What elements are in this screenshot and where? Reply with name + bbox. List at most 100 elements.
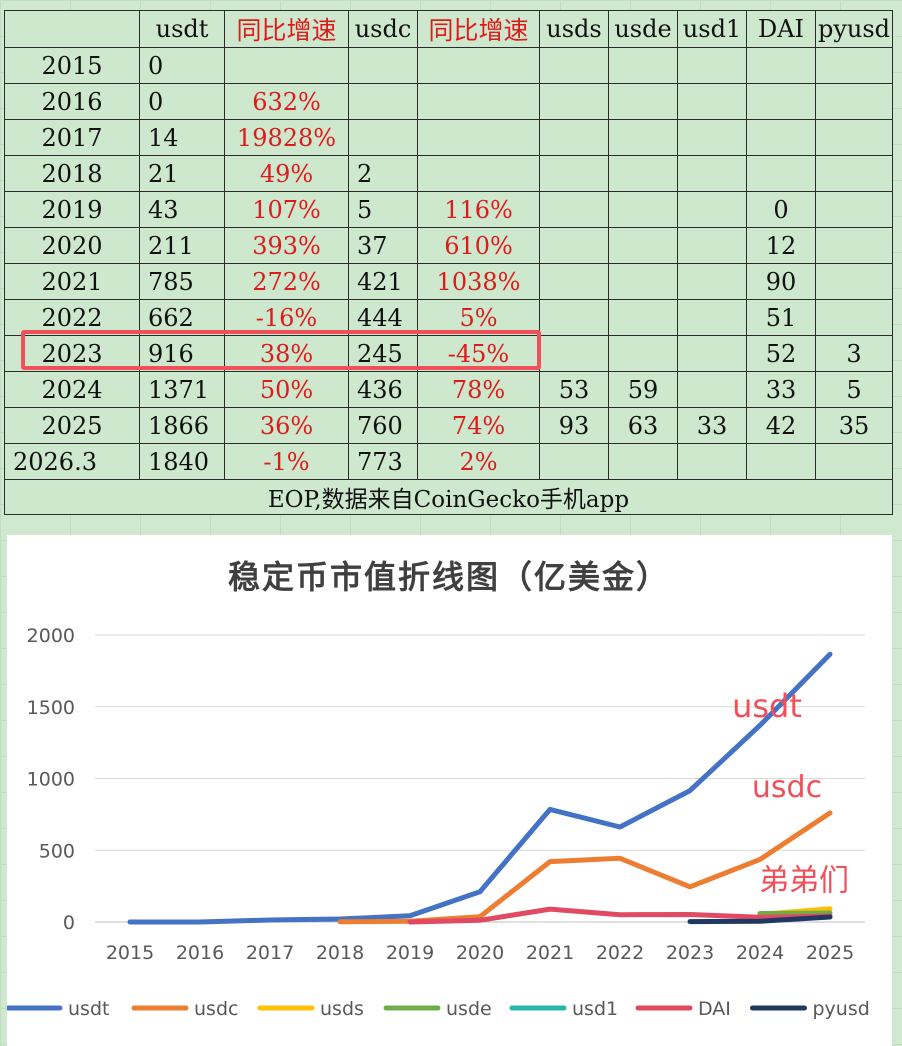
x-tick-label: 2022 [596,942,644,964]
year-cell: 2018 [4,155,140,192]
value-cell: 59 [608,371,678,408]
value-cell [539,335,609,372]
x-tick-label: 2023 [666,942,714,964]
y-tick-label: 1500 [27,697,75,719]
x-tick-label: 2016 [176,942,224,964]
value-cell [815,227,893,264]
value-cell [348,47,418,84]
value-cell [539,443,609,480]
x-tick-label: 2018 [316,942,364,964]
value-cell: 245 [348,335,418,372]
chart-panel: 稳定币市值折线图（亿美金） 0 500 1000 1500 2000 2015 2016 201… [7,535,892,1046]
x-tick-label: 2015 [106,942,154,964]
x-tick-label: 2019 [386,942,434,964]
value-cell: 50% [224,371,349,408]
header-cell: usd1 [677,10,747,48]
stablecoin-line-chart: 稳定币市值折线图（亿美金） 0 500 1000 1500 2000 2015 2016 201… [7,558,870,1020]
legend-label: pyusd [813,998,870,1020]
x-tick-label: 2025 [806,942,854,964]
value-cell [677,299,747,336]
value-cell: 610% [417,227,540,264]
value-cell: 1371 [139,371,225,408]
value-cell: 90 [746,263,816,300]
year-cell: 2019 [4,191,140,228]
value-cell [608,191,678,228]
value-cell [608,227,678,264]
value-cell [677,335,747,372]
value-cell: 272% [224,263,349,300]
value-cell: 33 [677,407,747,444]
value-cell [815,119,893,156]
value-cell [677,263,747,300]
table-row: 2017 14 19828% [4,119,893,156]
stablecoin-data-table: usdt 同比增速 usdc 同比增速 usds usde usd1 DAI pyusd 2015… [4,10,893,515]
annotation-label: 弟弟们 [759,863,849,898]
value-cell: 78% [417,371,540,408]
value-cell: 421 [348,263,418,300]
value-cell: 444 [348,299,418,336]
value-cell [746,47,816,84]
value-cell: 2 [348,155,418,192]
header-cell: pyusd [815,10,893,48]
value-cell [348,83,418,120]
value-cell [815,83,893,120]
header-cell: 同比增速 [417,10,540,48]
value-cell: 35 [815,407,893,444]
table-row: 2016 0 632% [4,83,893,120]
value-cell: 19828% [224,119,349,156]
table-row: 2021 785 272% 421 1038% 90 [4,263,893,300]
value-cell [417,155,540,192]
value-cell: 14 [139,119,225,156]
value-cell: 3 [815,335,893,372]
value-cell [746,443,816,480]
value-cell: 760 [348,407,418,444]
table-row: 2024 1371 50% 436 78% 53 59 33 5 [4,371,893,408]
annotation-label: usdt [732,687,802,725]
legend-label: DAI [698,998,731,1020]
year-cell: 2017 [4,119,140,156]
value-cell: -1% [224,443,349,480]
year-cell: 2024 [4,371,140,408]
value-cell: 1038% [417,263,540,300]
header-cell: usde [608,10,678,48]
y-tick-label: 500 [39,840,75,862]
value-cell: 33 [746,371,816,408]
value-cell: 916 [139,335,225,372]
value-cell: 436 [348,371,418,408]
value-cell: -16% [224,299,349,336]
value-cell [815,443,893,480]
header-cell: usdt [139,10,225,48]
value-cell [539,119,609,156]
year-cell: 2025 [4,407,140,444]
value-cell [417,119,540,156]
value-cell [539,47,609,84]
header-cell: DAI [746,10,816,48]
table-row: 2018 21 49% 2 [4,155,893,192]
header-cell [4,10,140,48]
legend-label: usdc [194,998,238,1020]
value-cell: 51 [746,299,816,336]
year-cell: 2026.3 [4,443,140,480]
value-cell: 5 [348,191,418,228]
value-cell: 393% [224,227,349,264]
annotation-label: usdc [752,770,822,805]
value-cell [677,227,747,264]
legend-label: usd1 [572,998,618,1020]
value-cell [677,83,747,120]
source-note: EOP,数据来自CoinGecko手机app [4,479,893,515]
value-cell [677,119,747,156]
value-cell [608,47,678,84]
value-cell: 785 [139,263,225,300]
table-row: 2019 43 107% 5 116% 0 [4,191,893,228]
value-cell [348,119,418,156]
value-cell: 43 [139,191,225,228]
series-line-usdt [127,651,833,925]
value-cell [417,47,540,84]
value-cell [608,155,678,192]
value-cell: 5% [417,299,540,336]
value-cell [677,443,747,480]
header-cell: 同比增速 [224,10,349,48]
value-cell [815,263,893,300]
series-line-usdc [337,810,833,925]
year-cell: 2015 [4,47,140,84]
